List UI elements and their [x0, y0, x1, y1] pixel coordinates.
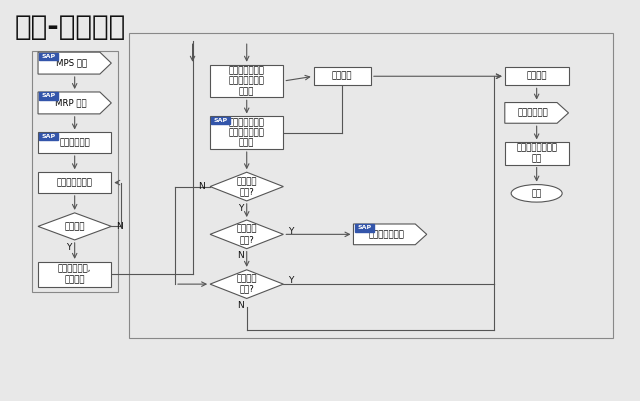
Text: 采购在到货前打
印到货清单给仓
库收货: 采购在到货前打 印到货清单给仓 库收货	[228, 66, 265, 96]
Text: 来料检验流程: 来料检验流程	[518, 108, 548, 117]
Text: N: N	[198, 182, 205, 191]
Text: Y: Y	[66, 243, 71, 251]
Text: N: N	[116, 222, 123, 231]
Text: 放置原材料到指定
库位: 放置原材料到指定 库位	[516, 144, 557, 163]
Text: Y: Y	[289, 227, 294, 236]
Polygon shape	[210, 220, 284, 249]
Polygon shape	[210, 172, 284, 201]
Text: 结束: 结束	[532, 189, 542, 198]
Text: SAP: SAP	[42, 134, 56, 139]
Text: SAP: SAP	[42, 93, 56, 99]
Text: 退货给供
应商?: 退货给供 应商?	[236, 225, 257, 244]
Text: Y: Y	[289, 276, 294, 286]
Polygon shape	[210, 270, 284, 298]
FancyBboxPatch shape	[39, 92, 58, 99]
Text: SAP: SAP	[42, 54, 56, 59]
Polygon shape	[38, 52, 111, 74]
FancyBboxPatch shape	[355, 225, 374, 231]
Text: 供应商退货流程: 供应商退货流程	[369, 230, 404, 239]
Text: 质量检验: 质量检验	[527, 72, 547, 81]
Text: 创建采购订单: 创建采购订单	[60, 138, 90, 147]
Text: 是否过量
送货?: 是否过量 送货?	[236, 177, 257, 196]
FancyBboxPatch shape	[505, 67, 568, 85]
Polygon shape	[38, 213, 111, 240]
Text: Y: Y	[237, 204, 243, 213]
Ellipse shape	[511, 184, 562, 202]
FancyBboxPatch shape	[38, 132, 111, 153]
Text: 流程-来料收货: 流程-来料收货	[14, 13, 125, 41]
FancyBboxPatch shape	[38, 172, 111, 193]
FancyBboxPatch shape	[505, 142, 568, 165]
FancyBboxPatch shape	[314, 67, 371, 85]
Text: 采购跟踪到货,
通知仓库: 采购跟踪到货, 通知仓库	[58, 265, 92, 284]
FancyBboxPatch shape	[210, 116, 284, 149]
FancyBboxPatch shape	[38, 262, 111, 287]
Text: SAP: SAP	[214, 118, 228, 123]
Text: 收货根据清单核
对品种数量，完
成收货: 收货根据清单核 对品种数量，完 成收货	[228, 118, 265, 148]
Text: MPS 流程: MPS 流程	[56, 59, 87, 68]
Polygon shape	[505, 103, 568, 123]
Text: 供应商回复交期: 供应商回复交期	[57, 178, 93, 187]
FancyBboxPatch shape	[39, 133, 58, 140]
Text: 是否需要
检验?: 是否需要 检验?	[236, 274, 257, 294]
FancyBboxPatch shape	[210, 65, 284, 97]
FancyBboxPatch shape	[211, 117, 230, 124]
Text: 核对交期: 核对交期	[65, 222, 85, 231]
Text: N: N	[237, 301, 244, 310]
Polygon shape	[353, 224, 427, 245]
Polygon shape	[38, 92, 111, 114]
Text: N: N	[237, 251, 244, 260]
Text: 到货清单: 到货清单	[332, 72, 353, 81]
Text: MRP 流程: MRP 流程	[56, 98, 87, 107]
Text: SAP: SAP	[357, 225, 371, 231]
FancyBboxPatch shape	[39, 53, 58, 60]
